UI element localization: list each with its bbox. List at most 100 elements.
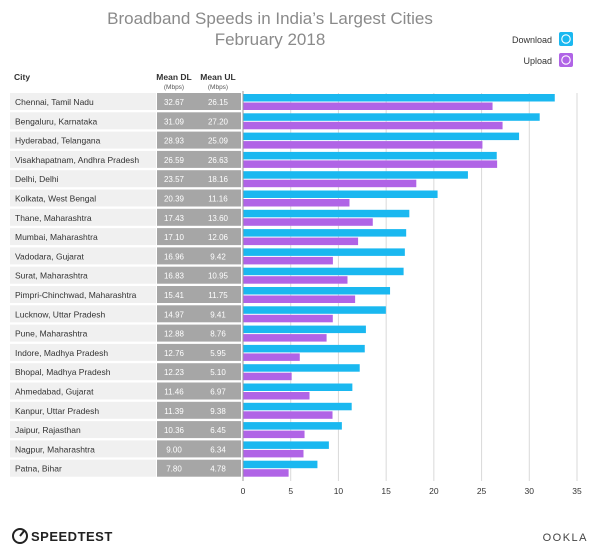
x-tick-label: 20 <box>429 486 439 496</box>
bar-download <box>243 94 555 102</box>
bar-upload <box>243 179 417 188</box>
column-header-ul: Mean UL <box>200 72 235 82</box>
dl-value-label: 15.41 <box>164 291 185 300</box>
bar-upload <box>243 295 356 303</box>
bar-upload <box>243 160 498 168</box>
value-cell <box>157 112 241 130</box>
value-cell <box>157 189 241 207</box>
bar-download <box>243 229 407 237</box>
city-cell <box>10 228 156 246</box>
bar-download <box>243 151 497 160</box>
speedtest-gauge-icon <box>12 528 28 544</box>
bar-upload <box>243 411 333 419</box>
ul-value-label: 26.63 <box>208 156 229 165</box>
value-cell <box>157 421 241 439</box>
city-label: Nagpur, Maharashtra <box>15 444 95 454</box>
bar-download <box>243 344 365 353</box>
dl-value-label: 28.93 <box>164 137 185 146</box>
bar-download <box>243 460 318 469</box>
legend-download-icon <box>559 32 573 46</box>
city-label: Mumbai, Maharashtra <box>15 232 98 242</box>
city-cell <box>10 382 156 400</box>
city-label: Pimpri-Chinchwad, Maharashtra <box>15 290 137 300</box>
city-label: Bengaluru, Karnataka <box>15 116 97 126</box>
dl-value-label: 12.23 <box>164 368 185 377</box>
chart-title-line1: Broadband Speeds in India’s Largest Citi… <box>107 9 433 28</box>
dl-value-label: 11.39 <box>164 407 184 416</box>
city-cell <box>10 170 156 188</box>
value-cell <box>157 363 241 381</box>
bar-download <box>243 132 520 141</box>
city-cell <box>10 266 156 284</box>
ul-value-label: 4.78 <box>210 465 226 474</box>
dl-value-label: 17.43 <box>164 214 185 223</box>
bar-download <box>243 441 329 449</box>
bar-upload <box>243 276 348 284</box>
legend-download-label: Download <box>512 35 552 45</box>
city-cell <box>10 305 156 323</box>
city-cell <box>10 343 156 361</box>
value-cell <box>157 228 241 246</box>
bar-upload <box>243 199 350 207</box>
value-cell <box>157 266 241 284</box>
ul-value-label: 9.41 <box>210 310 226 319</box>
city-label: Delhi, Delhi <box>15 174 59 184</box>
city-cell <box>10 112 156 130</box>
city-cell <box>10 150 156 168</box>
city-cell <box>10 459 156 477</box>
legend-upload-icon <box>559 53 573 67</box>
dl-value-label: 31.09 <box>164 117 185 126</box>
bar-download <box>243 171 468 179</box>
bar-download <box>243 422 342 430</box>
city-label: Kolkata, West Bengal <box>15 194 96 204</box>
bar-upload <box>243 372 292 381</box>
city-cell <box>10 131 156 149</box>
x-tick-label: 10 <box>334 486 344 496</box>
city-cell <box>10 247 156 265</box>
ul-value-label: 9.42 <box>210 252 226 261</box>
bar-download <box>243 364 360 372</box>
legend-upload-label: Upload <box>523 56 552 66</box>
city-cell <box>10 421 156 439</box>
bar-upload <box>243 237 359 246</box>
x-tick-label: 5 <box>288 486 293 496</box>
city-label: Patna, Bihar <box>15 464 62 474</box>
dl-value-label: 7.80 <box>166 465 182 474</box>
bar-upload <box>243 334 327 342</box>
bar-upload <box>243 141 483 149</box>
dl-value-label: 26.59 <box>164 156 185 165</box>
ul-value-label: 9.38 <box>210 407 226 416</box>
bar-upload <box>243 449 304 458</box>
bar-download <box>243 402 352 411</box>
ul-value-label: 11.75 <box>208 291 228 300</box>
city-cell <box>10 189 156 207</box>
city-table: Chennai, Tamil Nadu 32.67 26.15 Bengaluru, … <box>10 93 241 477</box>
city-cell <box>10 208 156 226</box>
bar-download <box>243 113 540 121</box>
bar-download <box>243 267 404 276</box>
city-cell <box>10 363 156 381</box>
speedtest-logo: SPEEDTEST <box>12 528 113 544</box>
ul-value-label: 8.76 <box>210 330 226 339</box>
column-header-dl-unit: (Mbps) <box>164 84 184 91</box>
city-cell <box>10 286 156 303</box>
ul-value-label: 11.16 <box>208 195 228 204</box>
city-label: Jaipur, Rajasthan <box>15 425 81 435</box>
value-cell <box>157 150 241 168</box>
ul-value-label: 12.06 <box>208 233 229 242</box>
ul-value-label: 18.16 <box>208 175 229 184</box>
bar-download <box>243 325 366 334</box>
city-label: Chennai, Tamil Nadu <box>15 97 94 107</box>
speedtest-wordmark: SPEEDTEST <box>31 529 113 544</box>
value-cell <box>157 208 241 226</box>
column-header-ul-unit: (Mbps) <box>208 84 228 91</box>
city-label: Kanpur, Uttar Pradesh <box>15 406 99 416</box>
dl-value-label: 16.83 <box>164 272 185 281</box>
x-axis: 0 5 10 15 20 25 30 35 <box>241 91 582 496</box>
dl-value-label: 32.67 <box>164 98 185 107</box>
bar-upload <box>243 102 493 110</box>
city-label: Lucknow, Uttar Pradesh <box>15 309 106 319</box>
bar-download <box>243 248 405 256</box>
dl-value-label: 20.39 <box>164 195 185 204</box>
